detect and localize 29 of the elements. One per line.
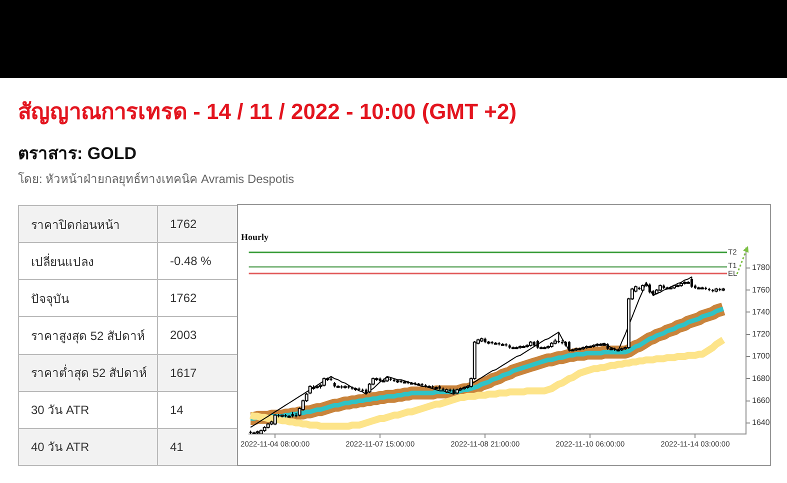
text: 41: [170, 440, 184, 454]
y-tick-label: 1700: [752, 352, 770, 361]
candlestick: [557, 332, 560, 344]
y-tick-label: 1660: [752, 396, 770, 405]
y-tick-label: 1780: [752, 263, 770, 272]
text: 2003: [170, 328, 197, 342]
candlestick: [648, 282, 651, 294]
category-label: ปัจจุบัน: [31, 292, 69, 306]
text: -0.48 %: [170, 254, 212, 268]
text: ตราสาร: GOLD: [18, 143, 136, 165]
text: 1617: [170, 366, 197, 380]
y-tick-label: 1740: [752, 307, 770, 316]
y-tick-label: 1680: [752, 374, 770, 383]
text: โดย: หัวหน้าฝ่ายกลยุทธ์ทางเทคนิค Avramis Despotis: [18, 171, 294, 188]
category-label: ราคาปิดก่อนหน้า: [31, 218, 120, 232]
text: 14: [170, 402, 184, 417]
text: สัญญาณการเทรด - 14 / 11 / 2022 - 10:00 (GMT +2): [18, 98, 517, 126]
text: 1762: [170, 217, 197, 232]
candlestick: [568, 340, 570, 352]
category-label: ราคาสูงสุด 52 สัปดาห์: [31, 328, 146, 343]
text: 1762: [170, 291, 197, 306]
y-tick-label: 1760: [752, 285, 770, 294]
chart-title: Hourly: [241, 232, 269, 242]
category-label: 30 วัน ATR: [31, 403, 90, 418]
category-label: 40 วัน ATR: [31, 440, 90, 454]
category-label: เปลี่ยนแปลง: [31, 254, 94, 269]
y-tick-label: 1720: [752, 330, 770, 339]
category-label: ราคาต่ำสุด 52 สัปดาห์: [31, 366, 148, 380]
y-tick-label: 1640: [752, 418, 770, 428]
